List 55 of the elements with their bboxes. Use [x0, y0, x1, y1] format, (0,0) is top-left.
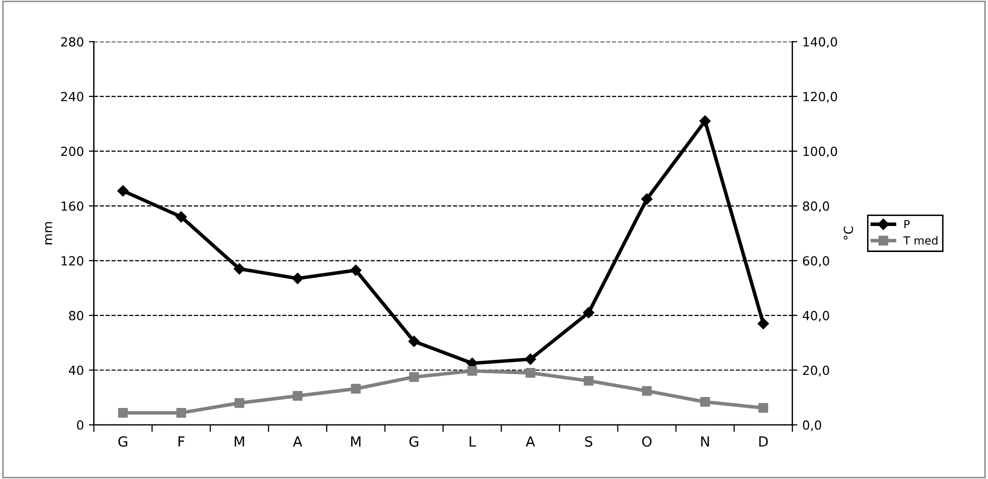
- x-tick-label: L: [470, 436, 476, 447]
- y2-tick-label: 80,0: [802, 201, 830, 212]
- point: [408, 336, 420, 347]
- x-tick-label: G: [409, 436, 418, 447]
- point: [176, 408, 186, 418]
- point: [350, 264, 362, 276]
- point: [700, 397, 710, 407]
- point: [292, 391, 302, 401]
- x-tick-label: F: [178, 436, 184, 447]
- point: [641, 193, 652, 205]
- x-tick-label: A: [292, 436, 302, 447]
- y-tick-label: 40: [68, 366, 84, 376]
- x-tick-label: O: [642, 436, 652, 447]
- point: [234, 263, 245, 274]
- point: [758, 318, 769, 330]
- point: [409, 372, 419, 382]
- point: [292, 272, 304, 284]
- y-tick-label: 160: [62, 201, 84, 211]
- x-tick-label: A: [526, 436, 536, 447]
- y-tick-label: 120: [62, 256, 84, 266]
- x-tick-label: D: [759, 436, 768, 447]
- y-tick-label: 0: [77, 420, 84, 430]
- point: [117, 185, 129, 196]
- x-tick-label: S: [585, 436, 592, 447]
- point: [350, 384, 361, 394]
- legend-label: T med: [903, 236, 938, 245]
- point: [118, 408, 128, 418]
- y-tick-label: 80: [69, 310, 84, 320]
- point: [176, 211, 187, 222]
- y2-tick-label: 140,0: [803, 37, 838, 48]
- y-tick-label: 280: [61, 37, 84, 47]
- y-axis-title: mm: [45, 222, 52, 244]
- y-tick-label: 200: [61, 146, 84, 156]
- point: [467, 366, 478, 376]
- x-tick-label: M: [234, 436, 244, 447]
- x-tick-label: G: [118, 436, 128, 447]
- point: [758, 403, 768, 413]
- y2-tick-label: 120,0: [803, 92, 838, 103]
- y-tick-label: 240: [61, 92, 84, 102]
- x-tick-label: N: [701, 436, 709, 447]
- y2-tick-label: 40,0: [802, 310, 830, 322]
- point: [526, 368, 536, 378]
- point: [699, 115, 711, 127]
- y2-tick-label: 0,0: [802, 420, 822, 432]
- point: [234, 398, 244, 408]
- point: [524, 354, 536, 365]
- y2-axis-title: °C: [844, 226, 854, 240]
- y2-tick-label: 20,0: [803, 366, 830, 376]
- point: [642, 386, 652, 396]
- legend-label: P: [904, 220, 910, 228]
- point: [584, 376, 594, 386]
- x-tick-label: M: [351, 436, 360, 447]
- y2-tick-label: 100,0: [803, 146, 838, 158]
- point: [583, 307, 594, 318]
- y2-tick-label: 60,0: [802, 256, 830, 267]
